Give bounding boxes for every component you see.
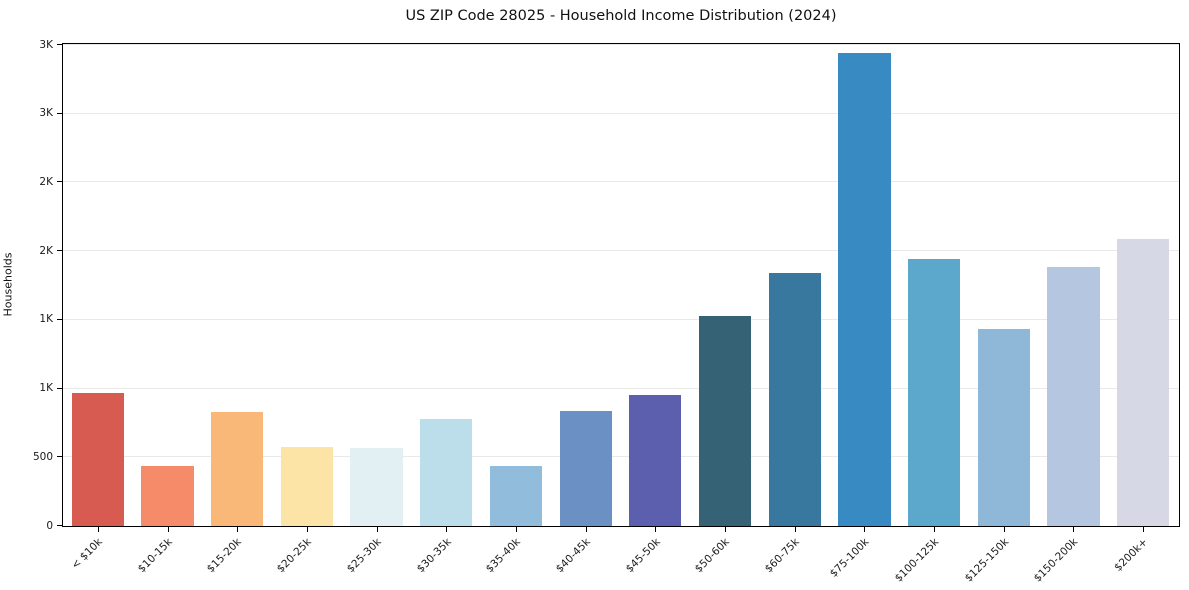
y-tick-label: 3K (39, 107, 53, 120)
bar-$200k+ (1117, 239, 1170, 526)
gridline (63, 387, 1179, 389)
x-tick-mark (655, 527, 657, 532)
y-tick-mark (57, 44, 62, 45)
bar-$75-100k (838, 52, 891, 526)
x-tick-label: $10-15k (135, 536, 175, 576)
x-tick-label: $100-125k (892, 536, 942, 585)
bar-$50-60k (698, 315, 752, 526)
x-tick-label: $150-200k (1031, 536, 1081, 585)
x-tick-label: $30-35k (414, 536, 454, 576)
chart-title: US ZIP Code 28025 - Household Income Dis… (405, 8, 837, 24)
y-tick-label: 1K (39, 313, 53, 326)
gridline (63, 44, 1179, 45)
bar-$100-125k (907, 258, 961, 526)
x-tick-label: $60-75k (762, 536, 802, 576)
bar-$25-30k (350, 447, 403, 526)
y-tick-mark (57, 387, 62, 389)
x-tick-label: $20-25k (274, 536, 314, 576)
x-tick-mark (446, 527, 448, 532)
x-tick-mark (515, 527, 517, 532)
x-tick-label: $200k+ (1112, 536, 1151, 574)
y-tick-label: 2K (39, 175, 53, 188)
bar-$35-40k (489, 465, 543, 526)
x-tick-mark (1073, 527, 1075, 532)
gridline (63, 456, 1179, 458)
bar-$30-35k (420, 418, 473, 526)
x-tick-mark (1143, 527, 1145, 532)
y-tick-mark (57, 250, 62, 252)
bar-$15-20k (211, 411, 264, 526)
x-tick-label: $35-40k (483, 536, 523, 576)
y-tick-mark (57, 456, 62, 458)
bar-$10-15k (141, 465, 194, 526)
y-tick-mark (57, 525, 62, 526)
y-tick-mark (57, 181, 62, 183)
gridline (63, 250, 1179, 252)
gridline (63, 181, 1179, 183)
y-tick-label: 500 (32, 450, 53, 463)
y-tick-mark (57, 318, 62, 320)
x-tick-label: < $10k (69, 536, 105, 572)
x-tick-mark (306, 527, 308, 532)
gridline (63, 112, 1179, 114)
bar-$150-200k (1047, 266, 1100, 526)
bar-$40-45k (559, 411, 612, 526)
x-tick-label: $45-50k (623, 536, 663, 576)
x-tick-label: $40-45k (553, 536, 593, 576)
y-tick-label: 1K (39, 382, 53, 395)
x-tick-mark (934, 527, 936, 532)
x-tick-mark (237, 527, 239, 532)
x-tick-mark (864, 527, 866, 532)
y-tick-label: 2K (39, 244, 53, 257)
y-tick-label: 3K (39, 38, 53, 51)
x-tick-mark (585, 527, 587, 532)
x-tick-mark (167, 527, 169, 532)
plot-area (62, 43, 1180, 527)
x-tick-label: $125-150k (962, 536, 1011, 585)
bar-$125-150k (977, 328, 1030, 526)
x-tick-mark (97, 527, 99, 532)
gridline (63, 318, 1179, 320)
x-tick-mark (376, 527, 378, 532)
bar-$45-50k (629, 395, 682, 526)
x-tick-label: $15-20k (205, 536, 245, 576)
x-tick-mark (725, 527, 727, 532)
x-tick-mark (1003, 527, 1005, 532)
x-tick-label: $25-30k (344, 536, 384, 576)
x-tick-label: $50-60k (692, 536, 733, 576)
x-tick-mark (794, 527, 796, 532)
y-tick-mark (57, 112, 62, 114)
bar-$60-75k (768, 273, 821, 526)
x-tick-label: $75-100k (827, 536, 872, 580)
y-tick-label: 0 (46, 519, 53, 532)
bar-< $10k (71, 392, 124, 526)
bar-$20-25k (280, 446, 334, 526)
